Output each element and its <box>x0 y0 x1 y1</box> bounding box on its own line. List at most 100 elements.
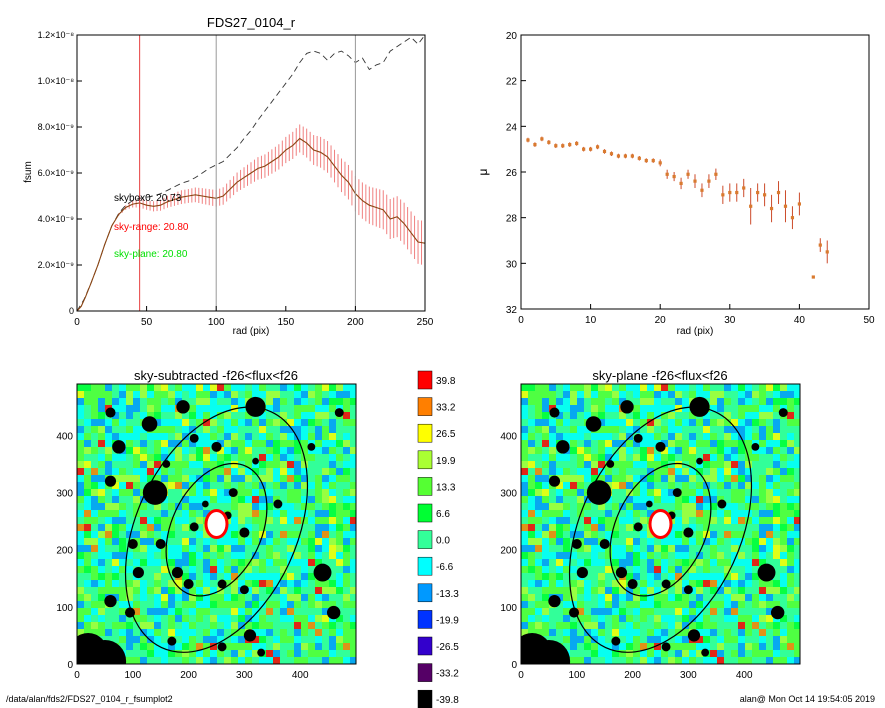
sky-plane-noise-cell <box>577 426 584 433</box>
sky-plane-noise-cell <box>640 531 647 538</box>
sky-plane-noise-cell <box>521 594 528 601</box>
sky-subtracted-noise-cell <box>154 454 161 461</box>
sky-subtracted-noise-cell <box>238 538 245 545</box>
sky-plane-noise-cell <box>752 601 759 608</box>
sky-subtracted-noise-cell <box>140 573 147 580</box>
sky-subtracted-noise-cell <box>196 517 203 524</box>
sky-plane-noise-cell <box>626 608 633 615</box>
sky-plane-noise-cell <box>535 517 542 524</box>
sky-plane-noise-cell <box>633 566 640 573</box>
sky-subtracted-noise-cell <box>140 475 147 482</box>
sky-subtracted-noise-cell <box>224 657 231 664</box>
sky-plane-noise-cell <box>703 538 710 545</box>
sky-subtracted-noise-cell <box>175 468 182 475</box>
sky-subtracted-noise-cell <box>280 384 287 391</box>
sky-plane-noise-cell <box>696 636 703 643</box>
sky-subtracted-noise-cell <box>147 531 154 538</box>
sky-plane-noise-cell <box>773 517 780 524</box>
sky-plane-noise-cell <box>731 622 738 629</box>
sky-plane-noise-cell <box>535 482 542 489</box>
sky-subtracted-noise-cell <box>84 552 91 559</box>
sky-plane-noise-cell <box>598 419 605 426</box>
sky-plane-noise-cell <box>794 643 800 650</box>
sky-plane-noise-cell <box>633 538 640 545</box>
sky-subtracted-noise-cell <box>301 566 308 573</box>
sky-subtracted-noise-cell <box>126 524 133 531</box>
sky-plane-noise-cell <box>549 580 556 587</box>
sky-plane-noise-cell <box>689 419 696 426</box>
sky-plane-noise-cell <box>794 587 800 594</box>
sky-subtracted-noise-cell <box>280 580 287 587</box>
sky-plane-noise-cell <box>794 454 800 461</box>
sky-plane-noise-cell <box>626 538 633 545</box>
sky-subtracted-noise-cell <box>203 426 210 433</box>
sky-plane-noise-cell <box>626 545 633 552</box>
sky-subtracted-noise-cell <box>210 461 217 468</box>
sky-plane-noise-cell <box>710 629 717 636</box>
sky-subtracted-noise-cell <box>154 552 161 559</box>
sky-plane-noise-cell <box>682 629 689 636</box>
sky-subtracted-noise-cell <box>294 398 301 405</box>
sb-data-point <box>595 145 600 149</box>
sky-subtracted-noise-cell <box>280 461 287 468</box>
sky-subtracted-noise-cell <box>329 503 336 510</box>
sky-subtracted-noise-cell <box>203 454 210 461</box>
sky-plane-noise-cell <box>626 601 633 608</box>
sky-plane-noise-cell <box>675 384 682 391</box>
sky-subtracted-noise-cell <box>140 412 147 419</box>
sky-subtracted-noise-cell <box>245 608 252 615</box>
sky-subtracted-noise-cell <box>273 524 280 531</box>
sky-subtracted-noise-cell <box>119 531 126 538</box>
sky-subtracted-noise-cell <box>322 559 329 566</box>
sky-plane-noise-cell <box>745 615 752 622</box>
sky-subtracted-noise-cell <box>238 503 245 510</box>
sky-subtracted-noise-cell <box>98 391 105 398</box>
sky-plane-noise-cell <box>640 482 647 489</box>
sky-plane-noise-cell <box>605 580 612 587</box>
sky-subtracted-noise-cell <box>84 482 91 489</box>
sky-plane-noise-cell <box>752 650 759 657</box>
sky-subtracted-noise-cell <box>231 482 238 489</box>
sky-subtracted-noise-cell <box>126 636 133 643</box>
sky-plane-noise-cell <box>535 608 542 615</box>
sky-plane-noise-cell <box>787 405 794 412</box>
sky-subtracted-noise-cell <box>329 545 336 552</box>
sky-subtracted-noise-cell <box>245 573 252 580</box>
sky-subtracted-noise-cell <box>175 601 182 608</box>
sky-plane-noise-cell <box>780 503 787 510</box>
sky-subtracted-noise-cell <box>119 566 126 573</box>
sky-subtracted-noise-cell <box>91 517 98 524</box>
sky-subtracted-noise-cell <box>252 391 259 398</box>
sky-subtracted-noise-cell <box>224 601 231 608</box>
sky-subtracted-noise-cell <box>91 412 98 419</box>
sky-plane-noise-cell <box>696 468 703 475</box>
sky-plane-noise-cell <box>640 650 647 657</box>
sky-plane-noise-cell <box>752 496 759 503</box>
sky-subtracted-noise-cell <box>266 405 273 412</box>
sky-subtracted-noise-cell <box>224 636 231 643</box>
sky-plane-noise-cell <box>521 412 528 419</box>
sky-plane-noise-cell <box>745 426 752 433</box>
sky-subtracted-noise-cell <box>126 503 133 510</box>
sky-plane-noise-cell <box>577 384 584 391</box>
fsum-main-curve <box>77 137 425 311</box>
sky-subtracted-noise-cell <box>238 405 245 412</box>
sky-subtracted-noise-cell <box>203 601 210 608</box>
sky-plane-noise-cell <box>563 482 570 489</box>
sky-plane-noise-cell <box>689 475 696 482</box>
sky-subtracted-noise-cell <box>84 566 91 573</box>
sky-plane-noise-cell <box>724 594 731 601</box>
sky-plane-noise-cell <box>787 552 794 559</box>
sky-subtracted-noise-cell <box>189 615 196 622</box>
sky-subtracted-noise-cell <box>315 601 322 608</box>
sky-plane-noise-cell <box>752 468 759 475</box>
sky-plane-noise-cell <box>661 489 668 496</box>
sky-subtracted-noise-cell <box>175 419 182 426</box>
sky-subtracted-noise-cell <box>273 419 280 426</box>
sky-subtracted-noise-cell <box>329 559 336 566</box>
sky-plane-noise-cell <box>794 559 800 566</box>
sky-subtracted-noise-cell <box>126 384 133 391</box>
sky-plane-noise-cell <box>605 475 612 482</box>
sky-plane-noise-cell <box>521 461 528 468</box>
sky-subtracted-noise-cell <box>182 538 189 545</box>
